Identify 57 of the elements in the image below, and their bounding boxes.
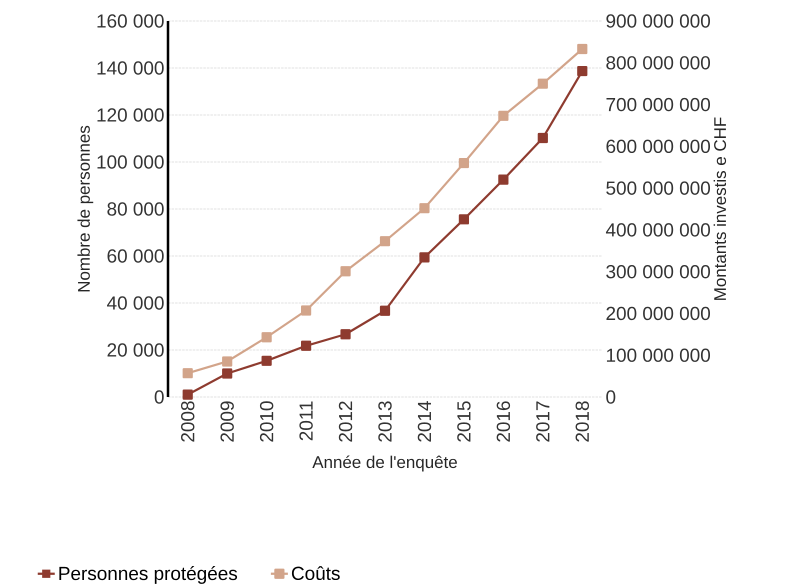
- y2-tick-label: 500 000 000: [606, 181, 710, 195]
- legend-label: Personnes protégées: [59, 566, 238, 584]
- y2-tick-label: 200 000 000: [606, 306, 710, 320]
- point: [498, 174, 508, 185]
- y2-tick-label: 600 000 000: [606, 140, 710, 154]
- point: [300, 340, 312, 351]
- point: [262, 356, 272, 366]
- legend-label: Coûts: [292, 566, 340, 580]
- y2-tick-label: 300 000 000: [606, 264, 710, 278]
- point: [498, 110, 508, 121]
- point: [458, 214, 470, 224]
- y2-tick-label: 800 000 000: [606, 56, 710, 70]
- point: [222, 368, 232, 379]
- point: [380, 236, 390, 246]
- point: [458, 158, 470, 168]
- point: [222, 356, 232, 367]
- y-axis-title: Nombre de personnes: [77, 126, 94, 292]
- x-tick-label: 2010: [260, 401, 274, 442]
- x-axis-title: Année de l'enquête: [312, 455, 457, 472]
- y2-tick-label: 700 000 000: [606, 98, 710, 112]
- y-tick-label: 20 000: [108, 343, 164, 357]
- point: [262, 332, 272, 342]
- x-tick-label: 2008: [181, 401, 194, 442]
- point: [340, 266, 351, 276]
- point: [538, 78, 548, 89]
- x-tick-label: 2013: [378, 401, 392, 442]
- y2-tick-label: 400 000 000: [606, 223, 710, 237]
- y-tick-label: 140 000: [97, 61, 164, 75]
- y-tick-label: 60 000: [108, 249, 164, 263]
- y2-tick-label: 100 000 000: [606, 348, 710, 362]
- y-tick-label: 40 000: [107, 296, 164, 310]
- point: [340, 329, 351, 340]
- y2-tick-label: 0: [606, 390, 616, 404]
- x-tick-label: 2018: [576, 401, 589, 442]
- x-tick-label: 2014: [418, 401, 432, 442]
- y-tick-label: 120 000: [97, 108, 164, 122]
- point: [577, 66, 588, 76]
- point: [419, 252, 430, 263]
- y2-axis-title: Montants investis e CHF: [714, 117, 726, 300]
- x-tick-label: 2016: [496, 401, 510, 442]
- y-tick-label: 80 000: [107, 202, 164, 216]
- x-tick-label: 2011: [299, 401, 313, 440]
- point: [300, 305, 312, 316]
- x-tick-label: 2009: [220, 401, 234, 442]
- point: [182, 390, 193, 400]
- x-tick-label: 2015: [457, 401, 471, 442]
- point: [577, 44, 588, 54]
- x-tick-label: 2017: [536, 401, 550, 442]
- point: [182, 368, 193, 378]
- y-tick-label: 160 000: [97, 14, 164, 28]
- x-tick-label: 2012: [338, 401, 352, 442]
- y2-tick-label: 900 000 000: [606, 14, 710, 28]
- y-tick-label: 0: [154, 390, 164, 404]
- point: [380, 306, 390, 316]
- y-tick-label: 100 000: [97, 155, 164, 169]
- point: [538, 132, 548, 144]
- point: [419, 203, 430, 214]
